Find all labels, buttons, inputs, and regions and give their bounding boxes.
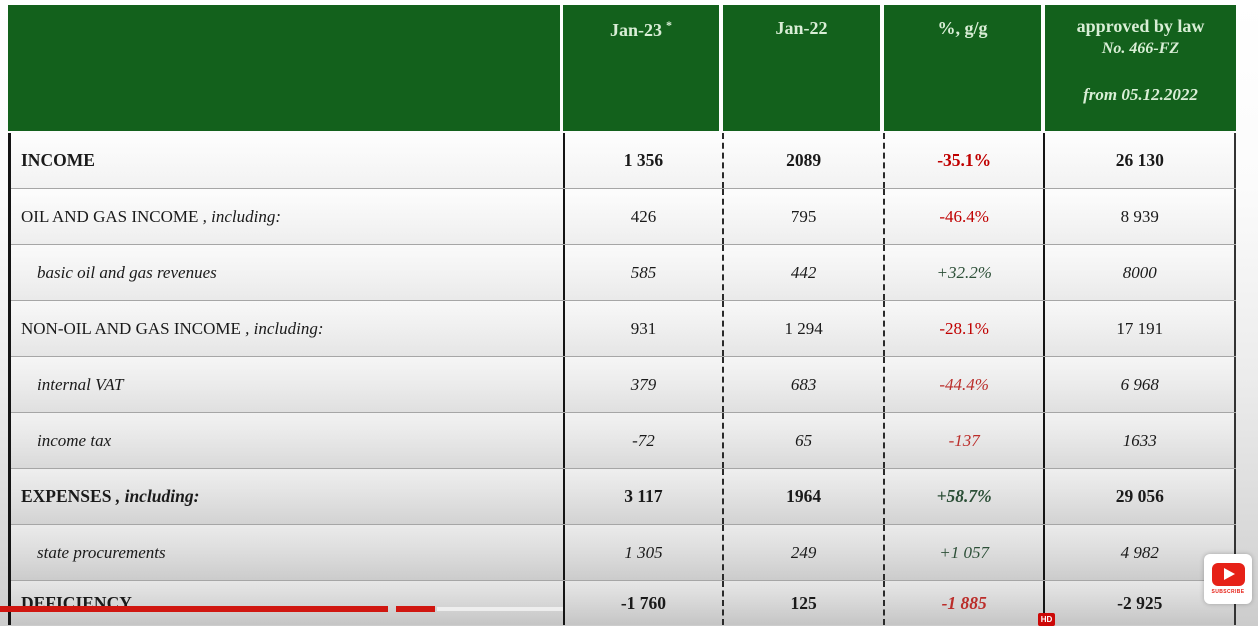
value-approved: 17 191 [1045, 301, 1237, 356]
value-jan22: 442 [724, 245, 885, 300]
table-header: Jan-23 * Jan-22 %, g/g approved by law No… [8, 5, 1236, 131]
value-jan22: 1964 [724, 469, 885, 524]
value-pct: +1 057 [885, 525, 1046, 580]
row-label: state procurements [37, 542, 166, 562]
value-pct: +58.7% [885, 469, 1046, 524]
value-approved: 1633 [1045, 413, 1236, 468]
value-jan23: 3 117 [565, 469, 725, 524]
value-jan23: 931 [565, 301, 725, 356]
table-row-expenses: EXPENSES , including: 3 117 1964 +58.7% … [11, 469, 1237, 525]
header-pct-gg: %, g/g [884, 5, 1041, 131]
value-jan22: 65 [724, 413, 885, 468]
approved-law-date: from 05.12.2022 [1083, 85, 1198, 104]
row-label: INCOME [21, 150, 95, 170]
value-jan23: 585 [565, 245, 725, 300]
value-approved: 4 982 [1045, 525, 1236, 580]
subscribe-button[interactable]: SUBSCRIBE [1204, 554, 1252, 604]
table-row-oil-gas-income: OIL AND GAS INCOME , including: 426 795 … [11, 189, 1237, 245]
row-label: basic oil and gas revenues [37, 262, 217, 282]
row-label-suffix: , including: [240, 318, 324, 338]
value-jan23: 379 [565, 357, 725, 412]
value-jan22: 1 294 [724, 301, 885, 356]
table-row-basic-oil-gas-revenues: basic oil and gas revenues 585 442 +32.2… [11, 245, 1236, 301]
row-label-suffix: , including: [198, 206, 282, 226]
value-approved: 29 056 [1045, 469, 1237, 524]
value-jan23: 426 [565, 189, 725, 244]
value-jan22: 125 [724, 581, 885, 625]
approved-law-number: No. 466-FZ [1101, 40, 1180, 57]
hd-quality-badge[interactable]: HD [1038, 613, 1055, 626]
header-jan-22-label: Jan-22 [775, 18, 828, 38]
value-approved: 26 130 [1045, 133, 1237, 188]
row-label-suffix: , including: [111, 486, 200, 506]
table-row-income-tax: income tax -72 65 -137 1633 [11, 413, 1236, 469]
value-pct: -44.4% [885, 357, 1046, 412]
footnote-asterisk: * [666, 18, 672, 32]
value-jan22: 683 [724, 357, 885, 412]
table-row-deficiency: DEFICIENCY -1 760 125 -1 885 -2 925 [11, 581, 1237, 625]
header-jan-23-label: Jan-23 [609, 20, 662, 40]
value-pct: -35.1% [885, 133, 1046, 188]
row-label: OIL AND GAS INCOME [21, 206, 199, 226]
red-annotation-line [0, 606, 388, 612]
subscribe-label: SUBSCRIBE [1211, 589, 1245, 595]
table-row-internal-vat: internal VAT 379 683 -44.4% 6 968 [11, 357, 1236, 413]
value-pct: -1 885 [885, 581, 1046, 625]
header-pct-gg-label: %, g/g [937, 18, 988, 38]
row-label: income tax [37, 430, 112, 450]
value-approved: 6 968 [1045, 357, 1236, 412]
budget-table: Jan-23 * Jan-22 %, g/g approved by law No… [8, 5, 1237, 625]
row-label: internal VAT [37, 374, 124, 394]
value-pct: -28.1% [885, 301, 1046, 356]
header-approved-by-law: approved by law No. 466-FZ from 05.12.20… [1045, 5, 1236, 131]
table-row-state-procurements: state procurements 1 305 249 +1 057 4 98… [11, 525, 1236, 581]
value-jan23: -1 760 [565, 581, 725, 625]
header-jan-22: Jan-22 [723, 5, 880, 131]
value-jan22: 2089 [724, 133, 885, 188]
value-pct: -46.4% [885, 189, 1046, 244]
value-jan23: 1 356 [565, 133, 725, 188]
value-jan22: 249 [724, 525, 885, 580]
value-pct: +32.2% [885, 245, 1046, 300]
row-label: EXPENSES [21, 486, 112, 506]
header-jan-23: Jan-23 * [563, 5, 719, 131]
value-approved: 8 939 [1045, 189, 1237, 244]
value-jan23: 1 305 [565, 525, 725, 580]
red-annotation-line-dash [396, 606, 435, 612]
table-row-income: INCOME 1 356 2089 -35.1% 26 130 [11, 133, 1237, 189]
value-approved: 8000 [1045, 245, 1236, 300]
table-body: INCOME 1 356 2089 -35.1% 26 130 OIL AND … [8, 133, 1237, 625]
row-label: NON-OIL AND GAS INCOME [21, 318, 241, 338]
light-annotation-line [437, 607, 563, 611]
value-pct: -137 [885, 413, 1046, 468]
value-jan23: -72 [565, 413, 725, 468]
header-row-labels [8, 5, 560, 131]
youtube-play-icon [1211, 563, 1245, 586]
value-jan22: 795 [724, 189, 885, 244]
table-row-non-oil-gas-income: NON-OIL AND GAS INCOME , including: 931 … [11, 301, 1237, 357]
approved-line-1: approved by law [1076, 16, 1205, 36]
